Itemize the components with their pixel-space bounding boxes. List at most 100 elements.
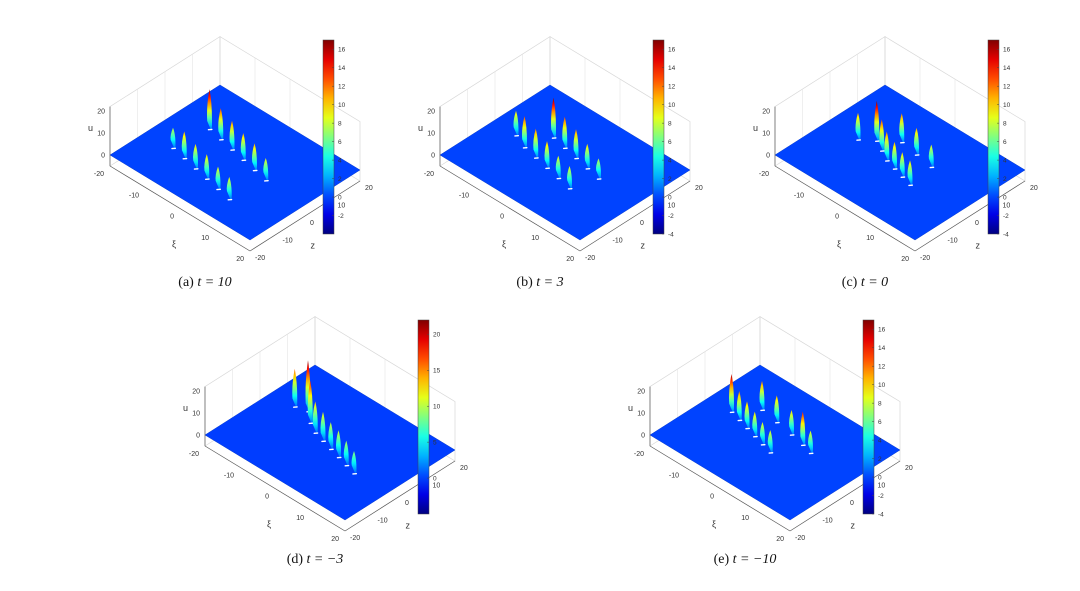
colorbar-tick-label: 12 xyxy=(338,83,346,90)
colorbar-tick-label: 8 xyxy=(878,400,882,407)
z-tick-label: 10 xyxy=(668,203,676,210)
caption-e-equation: t = −10 xyxy=(732,552,777,567)
caption-b: (b) t = 3 xyxy=(465,275,615,291)
surface-peak xyxy=(522,116,527,151)
colorbar-tick-label: 4 xyxy=(878,437,882,444)
surface-peak xyxy=(215,166,221,192)
z-tick-label: -20 xyxy=(350,535,360,542)
colorbar-tick-label: 0 xyxy=(338,194,342,201)
u-tick-label: 20 xyxy=(97,109,105,116)
colorbar xyxy=(322,39,335,235)
colorbar-tick-label: 10 xyxy=(433,404,441,411)
colorbar-tick-label: 14 xyxy=(338,65,346,72)
colorbar-tick-label: 2 xyxy=(878,456,882,463)
surface-peak xyxy=(808,430,813,456)
surface-peak xyxy=(181,131,187,162)
surface-peak xyxy=(533,128,539,161)
surface-base xyxy=(649,364,901,521)
z-tick-label: 0 xyxy=(640,220,644,227)
colorbar-tick-label: 2 xyxy=(1003,176,1007,183)
surface-peak xyxy=(744,401,750,431)
caption-b-label: (b) xyxy=(516,275,533,290)
caption-c-label: (c) xyxy=(841,275,858,290)
colorbar-tick-label: 14 xyxy=(878,345,886,352)
z-tick-label: 10 xyxy=(1003,203,1011,210)
z-tick-label: 20 xyxy=(695,185,703,192)
z-tick-label: -20 xyxy=(585,255,595,262)
xi-axis-line xyxy=(649,445,791,532)
z-tick-label: 10 xyxy=(878,483,886,490)
u-tick-label: 10 xyxy=(762,131,770,138)
xi-tick-label: -10 xyxy=(794,192,804,199)
surface-peak xyxy=(879,119,885,154)
surface-peak xyxy=(307,380,313,426)
surface-peak xyxy=(736,390,742,423)
u-axis-title: u xyxy=(418,123,423,133)
surface-peak xyxy=(252,143,257,173)
surface-peak xyxy=(207,89,212,132)
xi-tick-label: -10 xyxy=(224,472,234,479)
xi-tick-label: 20 xyxy=(566,256,574,263)
surface-peak xyxy=(892,141,897,172)
z-tick-label: 20 xyxy=(460,465,468,472)
z-tick-label: 10 xyxy=(433,483,441,490)
caption-d-equation: t = −3 xyxy=(306,552,344,567)
caption-d: (d) t = −3 xyxy=(240,552,390,568)
u-tick-label: 20 xyxy=(427,109,435,116)
u-axis-title: u xyxy=(753,123,758,133)
caption-a-equation: t = 10 xyxy=(197,275,232,290)
surface-peak xyxy=(596,158,601,182)
z-tick-label: -10 xyxy=(948,238,958,245)
z-axis-title: z xyxy=(851,521,856,531)
u-tick-label: 20 xyxy=(762,109,770,116)
surface-peak xyxy=(343,440,349,469)
colorbar-tick-label: -4 xyxy=(878,511,884,518)
colorbar-tick-label: -2 xyxy=(668,213,674,220)
xi-tick-label: 10 xyxy=(741,515,749,522)
colorbar xyxy=(417,319,430,515)
u-tick-label: 20 xyxy=(192,389,200,396)
xi-tick-label: -20 xyxy=(424,171,434,178)
colorbar-tick-label: 6 xyxy=(878,419,882,426)
surface-peak xyxy=(513,110,519,139)
subplot-e: -20 -10 0 10 20 -20 -10 0 10 20 20 10 0 ξ z u 16 14 12 10 8 6… xyxy=(595,310,915,555)
z-tick-label: -20 xyxy=(795,535,805,542)
z-tick-label: -10 xyxy=(378,518,388,525)
caption-b-equation: t = 3 xyxy=(536,275,564,290)
colorbar-tick-label: 8 xyxy=(338,120,342,127)
colorbar-tick-label: -2 xyxy=(1003,213,1009,220)
surface-base xyxy=(439,84,691,241)
subplot-b: -20 -10 0 10 20 -20 -10 0 10 20 20 10 0 ξ z u 16 14 12 10 8 6… xyxy=(385,30,705,275)
z-axis-title: z xyxy=(976,241,981,251)
surface-peak xyxy=(874,100,880,144)
u-axis-title: u xyxy=(88,123,93,133)
surface-peak xyxy=(226,176,232,203)
subplot-c: -20 -10 0 10 20 -20 -10 0 10 20 20 10 0 ξ z u 16 14 12 10 8 6… xyxy=(720,30,1040,275)
surface-peak xyxy=(328,422,334,452)
xi-tick-label: 10 xyxy=(201,235,209,242)
colorbar-tick-label: 6 xyxy=(1003,139,1007,146)
u-axis-title: u xyxy=(628,403,633,413)
colorbar-tick-label: 6 xyxy=(338,139,342,146)
surface-peak xyxy=(204,154,210,182)
colorbar-tick-label: -4 xyxy=(668,231,674,238)
colorbar-tick-label: 14 xyxy=(1003,65,1011,72)
surface-peak xyxy=(336,430,341,460)
caption-c: (c) t = 0 xyxy=(790,275,940,291)
colorbar-tick-label: -2 xyxy=(878,493,884,500)
colorbar-tick-label: 16 xyxy=(338,47,346,54)
caption-a-label: (a) xyxy=(178,275,194,290)
xi-tick-label: -20 xyxy=(94,171,104,178)
surface-peak xyxy=(789,410,794,438)
surface-peak xyxy=(218,108,224,143)
colorbar xyxy=(862,319,875,515)
xi-axis-line xyxy=(774,165,916,252)
subplot-d: -20 -10 0 10 20 -20 -10 0 10 20 20 10 0 ξ z u 20 15 10 5 0 xyxy=(150,310,470,555)
surface-peak xyxy=(855,112,861,143)
xi-tick-label: 10 xyxy=(531,235,539,242)
xi-tick-label: 0 xyxy=(170,214,174,221)
colorbar-tick-label: 16 xyxy=(1003,47,1011,54)
u-tick-label: 0 xyxy=(641,433,645,440)
